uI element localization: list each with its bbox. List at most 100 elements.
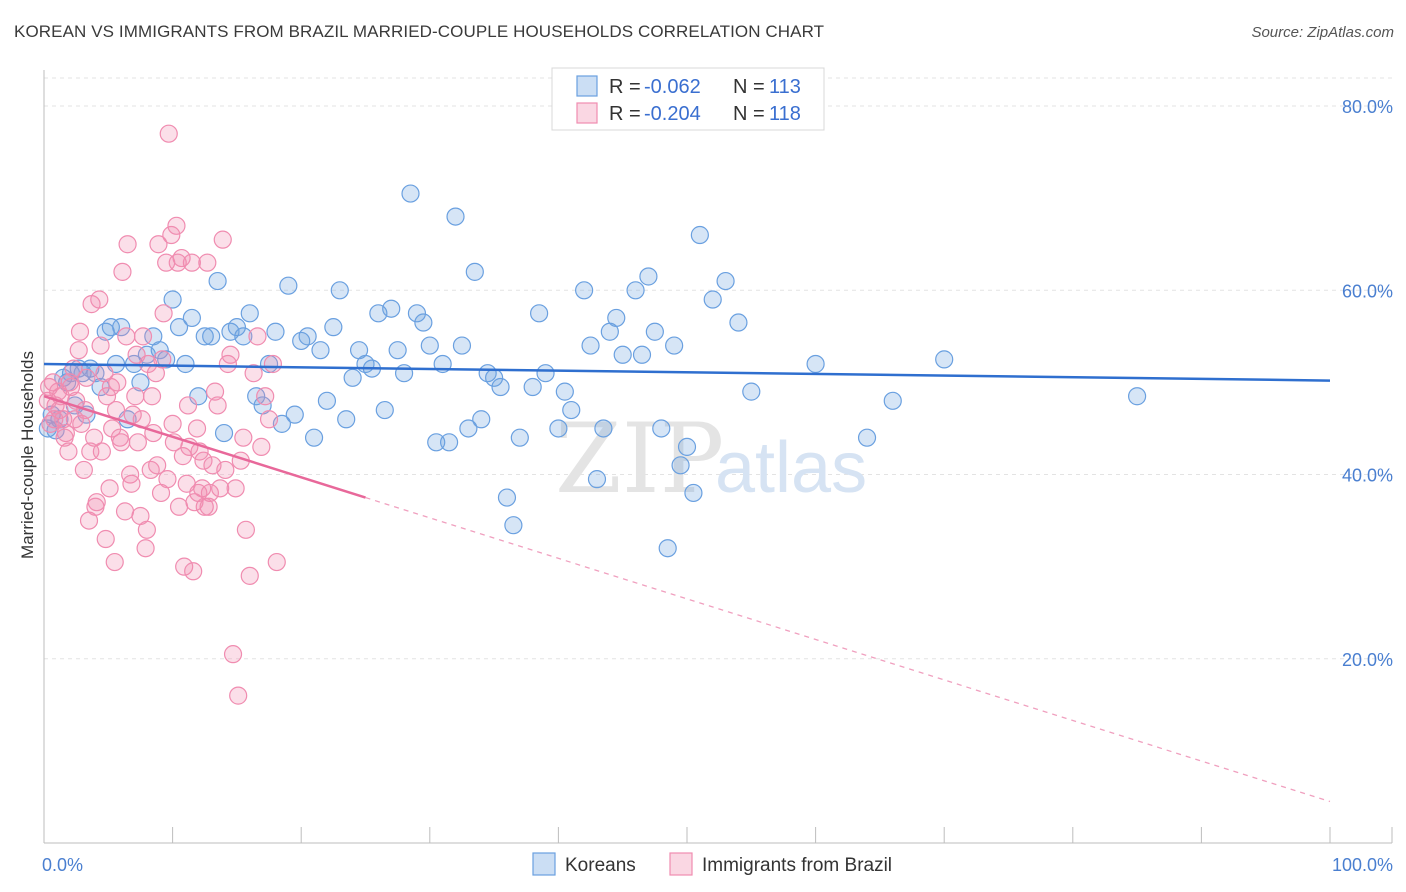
point-brazil-20	[90, 290, 109, 309]
point-brazil-47	[159, 124, 178, 143]
point-brazil-82	[256, 387, 275, 406]
point-brazil-89	[55, 428, 74, 447]
point-koreans-29	[189, 387, 208, 406]
legend-brazil-r-value: -0.204	[644, 103, 701, 125]
point-brazil-106	[142, 387, 162, 406]
point-brazil-92	[70, 322, 90, 341]
point-koreans-101	[677, 437, 697, 456]
point-koreans-65	[420, 336, 439, 355]
point-koreans-112	[1127, 387, 1147, 406]
point-koreans-73	[472, 410, 491, 429]
point-brazil-51	[169, 497, 189, 516]
point-brazil-113	[178, 396, 198, 415]
point-brazil-90	[60, 373, 79, 392]
bottom-legend-brazil-label: Immigrants from Brazil	[702, 855, 892, 876]
point-brazil-68	[213, 230, 232, 249]
legend-brazil-n-label: N =	[733, 103, 765, 125]
legend-koreans-swatch	[576, 75, 598, 97]
point-koreans-62	[401, 184, 420, 203]
point-brazil-48	[162, 225, 181, 245]
legend-koreans-r-label: R =	[609, 76, 641, 98]
point-brazil-23	[97, 387, 117, 406]
point-brazil-31	[118, 235, 137, 254]
y-tick-label-3: 80.0%	[1342, 97, 1393, 117]
point-brazil-103	[127, 345, 146, 364]
trend-brazil-extrapolated	[365, 496, 1331, 803]
point-brazil-67	[211, 479, 230, 498]
point-brazil-107	[148, 456, 167, 475]
y-tick-label-1: 40.0%	[1342, 466, 1393, 486]
point-brazil-79	[244, 364, 263, 383]
point-brazil-24	[100, 479, 119, 498]
chart-source: Source: ZipAtlas.com	[1251, 24, 1394, 41]
point-brazil-94	[81, 442, 100, 461]
y-tick-label-0: 20.0%	[1342, 650, 1393, 670]
point-koreans-44	[285, 405, 304, 424]
point-koreans-91	[607, 308, 626, 328]
y-axis-label: Married-couple Households	[18, 351, 37, 559]
point-brazil-14	[74, 460, 93, 480]
legend-top: R = -0.062 N = 113 R = -0.204 N = 118	[551, 67, 825, 131]
y-tick-labels: 20.0% 40.0% 60.0% 80.0%	[1342, 97, 1393, 670]
point-koreans-99	[665, 336, 684, 355]
point-brazil-87	[45, 410, 64, 429]
point-koreans-30	[195, 327, 214, 346]
point-koreans-36	[234, 327, 253, 346]
point-brazil-100	[112, 433, 131, 452]
point-brazil-32	[121, 465, 140, 484]
point-brazil-29	[113, 262, 132, 281]
point-koreans-100	[671, 456, 690, 475]
point-koreans-80	[523, 377, 542, 397]
point-koreans-61	[394, 364, 414, 383]
point-brazil-108	[153, 350, 172, 369]
point-koreans-84	[555, 382, 574, 401]
series-koreans	[38, 184, 1147, 558]
point-brazil-72	[223, 645, 243, 664]
point-brazil-110	[163, 414, 182, 433]
legend-koreans-n-value: 113	[769, 76, 801, 98]
point-koreans-69	[446, 207, 465, 226]
point-koreans-86	[575, 281, 594, 300]
point-koreans-98	[658, 539, 677, 558]
point-koreans-13	[91, 377, 110, 397]
point-brazil-116	[194, 451, 213, 470]
point-koreans-24	[157, 350, 176, 369]
point-koreans-32	[208, 271, 227, 291]
point-brazil-56	[182, 253, 201, 272]
point-brazil-85	[267, 552, 286, 572]
point-brazil-73	[226, 479, 245, 498]
point-koreans-95	[639, 267, 658, 286]
point-brazil-45	[154, 304, 173, 323]
point-koreans-25	[163, 290, 182, 309]
point-koreans-41	[266, 322, 285, 341]
point-brazil-13	[72, 414, 91, 433]
point-brazil-111	[168, 253, 187, 272]
point-koreans-59	[382, 299, 401, 318]
point-koreans-76	[491, 377, 510, 397]
legend-brazil-swatch	[576, 102, 598, 124]
point-koreans-47	[304, 428, 324, 447]
point-koreans-60	[388, 341, 407, 360]
legend-bottom: Koreans Immigrants from Brazil	[532, 852, 892, 876]
point-koreans-17	[112, 318, 131, 337]
axes	[43, 70, 1393, 844]
point-brazil-115	[189, 483, 208, 503]
point-koreans-33	[214, 423, 234, 443]
point-brazil-40	[141, 460, 160, 480]
point-koreans-79	[510, 428, 529, 447]
point-koreans-87	[581, 336, 600, 355]
point-brazil-62	[198, 253, 217, 272]
point-koreans-83	[549, 419, 568, 438]
x-tick-label-1: 100.0%	[1332, 855, 1393, 875]
point-brazil-84	[263, 354, 283, 374]
point-brazil-74	[229, 686, 248, 705]
point-brazil-37	[133, 327, 153, 346]
point-brazil-114	[184, 562, 203, 581]
point-koreans-35	[227, 318, 246, 337]
point-brazil-91	[65, 410, 84, 429]
point-brazil-18	[85, 428, 104, 447]
point-koreans-40	[259, 354, 279, 374]
point-koreans-68	[439, 433, 459, 452]
legend-koreans-r-value: -0.062	[644, 76, 701, 98]
